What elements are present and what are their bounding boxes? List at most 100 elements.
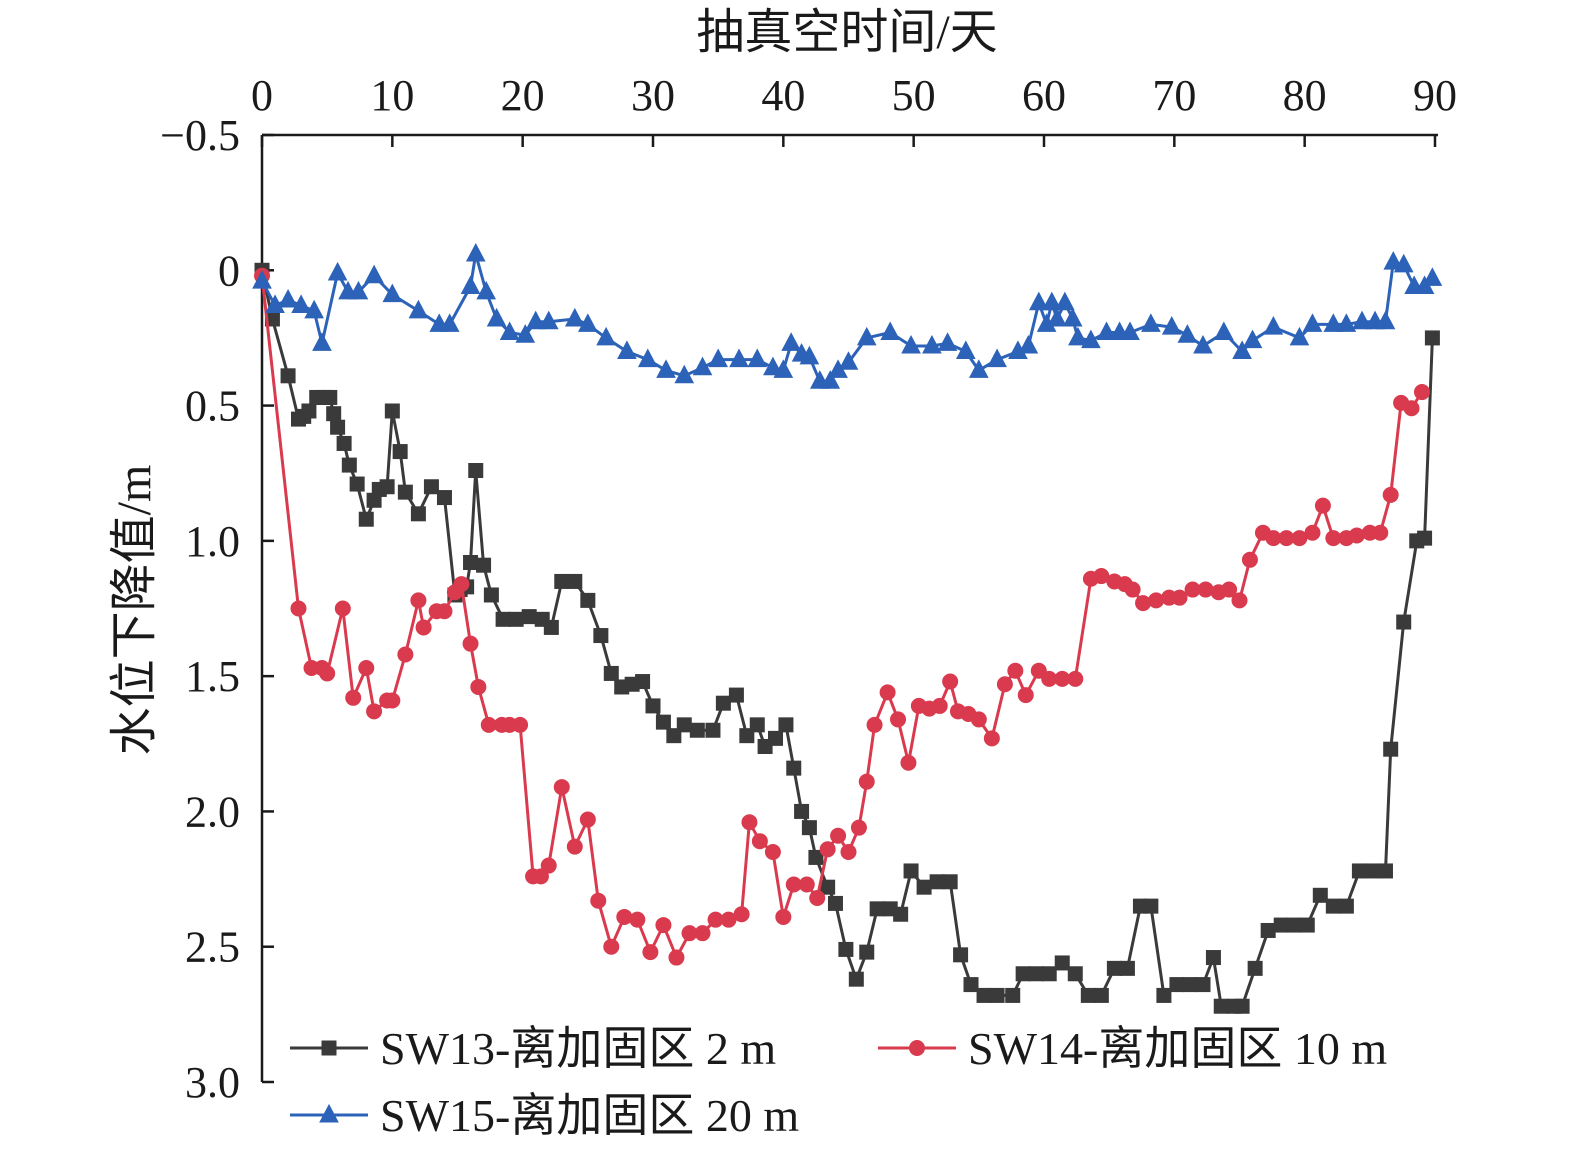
data-point — [1417, 530, 1433, 546]
data-point — [705, 722, 721, 738]
x-axis-ticks: 0 10 20 30 40 50 60 70 80 90 — [251, 71, 1457, 147]
data-point — [1221, 581, 1238, 598]
data-point — [799, 345, 820, 365]
data-point — [1195, 977, 1211, 993]
data-point — [590, 892, 607, 909]
data-point — [728, 687, 744, 703]
y-tick-label: 0 — [218, 246, 240, 295]
data-point — [801, 820, 817, 836]
series-1 — [254, 262, 1440, 1014]
data-point — [689, 722, 705, 738]
data-point — [327, 261, 348, 281]
x-tick-label: 30 — [631, 71, 675, 120]
data-point — [1352, 310, 1372, 330]
data-point — [366, 703, 383, 720]
data-point — [301, 403, 317, 419]
data-point — [436, 490, 452, 506]
data-point — [290, 600, 307, 617]
data-point — [668, 949, 685, 966]
data-point — [1205, 950, 1221, 966]
data-point — [334, 600, 351, 617]
data-point — [476, 557, 492, 573]
data-point — [970, 711, 987, 728]
data-point — [969, 359, 989, 378]
data-point — [880, 321, 901, 341]
data-point — [778, 717, 794, 733]
data-point — [976, 987, 992, 1003]
data-point — [567, 573, 583, 589]
y-tick-label: 1.0 — [185, 517, 240, 566]
data-point — [512, 716, 529, 733]
data-point — [453, 576, 470, 593]
data-point — [326, 406, 342, 422]
data-point — [1383, 741, 1399, 757]
data-point — [593, 628, 609, 644]
data-point — [515, 324, 536, 343]
data-point — [397, 484, 413, 500]
data-point — [838, 941, 854, 957]
data-point — [578, 313, 598, 332]
legend-entry: SW15-离加固区 20 m — [290, 1090, 799, 1141]
data-point — [521, 609, 537, 625]
data-point — [1067, 966, 1083, 982]
data-point — [1424, 330, 1440, 346]
data-point — [616, 908, 633, 925]
y-tick-label: 2.0 — [185, 787, 240, 836]
data-point — [1422, 267, 1443, 286]
data-point — [364, 264, 384, 284]
data-point — [1054, 955, 1070, 971]
data-point — [1304, 524, 1321, 541]
data-point — [1351, 863, 1367, 879]
x-tick-label: 0 — [251, 71, 273, 120]
data-point — [1143, 898, 1159, 914]
data-point — [397, 646, 414, 663]
data-point — [903, 863, 919, 879]
data-point — [1124, 581, 1141, 598]
data-point — [674, 364, 695, 384]
data-point — [676, 717, 692, 733]
data-point — [749, 717, 765, 733]
legend-marker — [319, 1103, 339, 1123]
data-point — [436, 603, 453, 620]
data-point — [1096, 321, 1117, 341]
data-point — [525, 310, 546, 330]
data-point — [410, 592, 427, 609]
series-layer — [252, 242, 1443, 1014]
data-point — [1377, 863, 1393, 879]
data-point — [645, 698, 661, 714]
x-tick-label: 90 — [1413, 71, 1457, 120]
series-line — [260, 269, 1434, 1008]
data-point — [890, 711, 907, 728]
data-point — [1232, 340, 1252, 359]
data-point — [603, 938, 620, 955]
data-point — [1135, 595, 1152, 612]
legend-label: SW15-离加固区 20 m — [380, 1090, 799, 1141]
y-tick-label: 3.0 — [185, 1058, 240, 1107]
data-point — [931, 697, 948, 714]
data-point — [265, 294, 285, 313]
data-point — [1348, 527, 1365, 544]
data-point — [1364, 863, 1380, 879]
data-point — [1148, 592, 1165, 609]
data-point — [1169, 977, 1185, 993]
data-point — [1372, 524, 1389, 541]
data-point — [808, 849, 824, 865]
data-point — [252, 270, 272, 289]
series-2 — [254, 267, 1430, 966]
data-point — [280, 368, 296, 384]
data-point — [733, 906, 750, 923]
data-point — [603, 665, 619, 681]
data-point — [866, 716, 883, 733]
data-point — [341, 457, 357, 473]
data-point — [708, 348, 728, 368]
data-point — [642, 944, 659, 961]
data-point — [741, 814, 758, 831]
data-point — [384, 692, 401, 709]
data-point — [358, 660, 375, 677]
data-point — [439, 313, 460, 332]
data-point — [1047, 307, 1067, 327]
y-tick-label: 2.5 — [185, 923, 240, 972]
data-point — [476, 280, 497, 300]
data-point — [942, 673, 959, 690]
data-point — [1017, 687, 1034, 704]
